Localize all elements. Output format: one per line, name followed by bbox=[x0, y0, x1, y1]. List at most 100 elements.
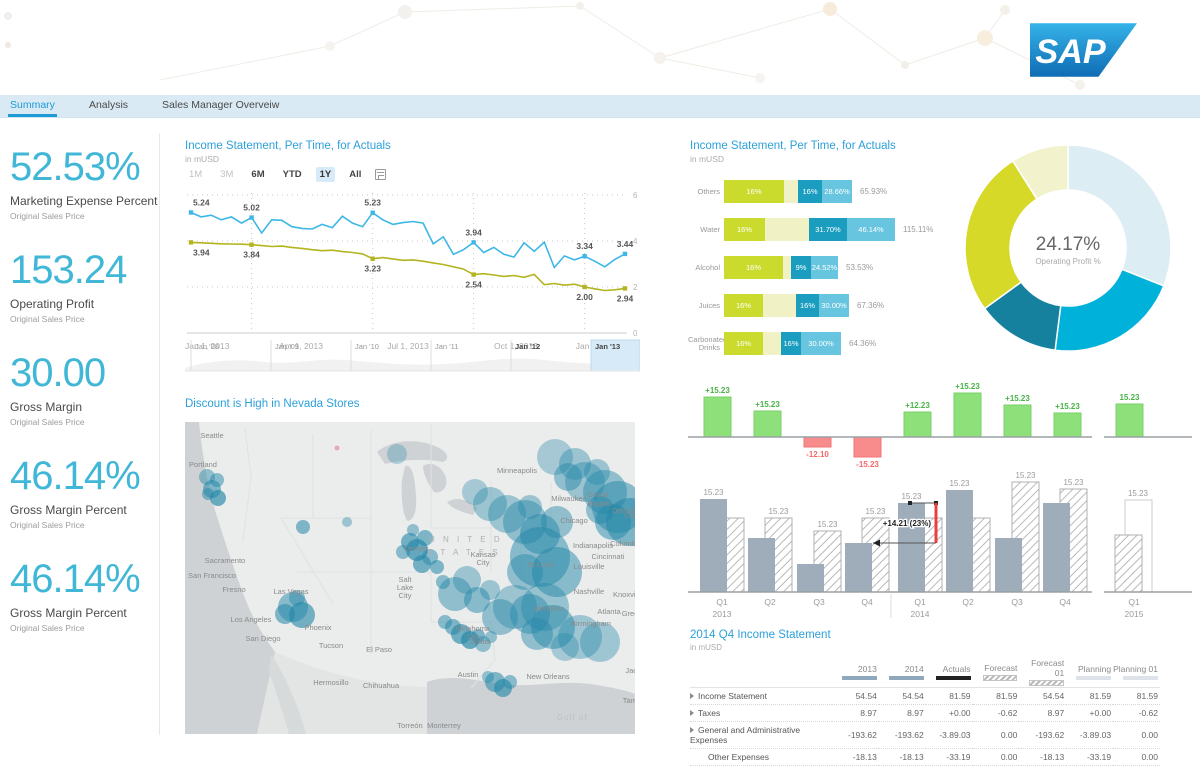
map-bubble[interactable] bbox=[453, 566, 481, 594]
map-bubble[interactable] bbox=[473, 487, 507, 521]
variance-bar[interactable] bbox=[853, 436, 882, 458]
data-point[interactable] bbox=[622, 286, 628, 291]
data-point[interactable] bbox=[249, 215, 254, 220]
table-row-general-and-administrative-expenses[interactable]: General and Administrative Expenses -193.… bbox=[690, 721, 1160, 749]
map-bubble[interactable] bbox=[482, 671, 494, 683]
range-button-6m[interactable]: 6M bbox=[251, 168, 265, 180]
donut-segment[interactable] bbox=[1054, 268, 1165, 352]
stacked-segment[interactable] bbox=[763, 294, 796, 317]
quarterly-bar-solid[interactable] bbox=[995, 538, 1022, 592]
donut-segment[interactable] bbox=[1011, 144, 1069, 201]
map-bubble[interactable] bbox=[586, 496, 614, 524]
quarterly-bar-solid[interactable] bbox=[898, 503, 925, 592]
stacked-segment[interactable]: 16% bbox=[724, 218, 765, 241]
map-bubble[interactable] bbox=[521, 618, 553, 650]
map-bubble[interactable] bbox=[532, 547, 582, 597]
range-button-1m[interactable]: 1M bbox=[189, 168, 203, 180]
map-bubble[interactable] bbox=[475, 636, 491, 652]
map-bubble[interactable] bbox=[387, 444, 407, 464]
data-point[interactable] bbox=[249, 242, 254, 247]
quarterly-bar-hatched[interactable] bbox=[1114, 534, 1143, 593]
stacked-segment[interactable] bbox=[765, 218, 809, 241]
map-outlier-dot[interactable] bbox=[334, 445, 340, 451]
table-column-planning-01[interactable]: Planning 01 bbox=[1113, 655, 1160, 688]
map-bubble[interactable] bbox=[531, 605, 575, 649]
table-column-2014[interactable]: 2014 bbox=[879, 655, 926, 688]
map-bubble[interactable] bbox=[518, 495, 542, 519]
variance-bar[interactable] bbox=[1053, 412, 1082, 438]
map-bubble[interactable] bbox=[462, 479, 488, 505]
donut-segment[interactable] bbox=[964, 159, 1038, 310]
data-point[interactable] bbox=[370, 256, 375, 261]
expand-triangle-icon[interactable] bbox=[690, 727, 694, 733]
table-column-forecast-01[interactable]: Forecast 01 bbox=[1019, 655, 1066, 688]
stacked-segment[interactable]: 16% bbox=[796, 294, 819, 317]
data-point[interactable] bbox=[188, 240, 194, 245]
map-bubble[interactable] bbox=[537, 439, 573, 475]
map-bubble[interactable] bbox=[417, 530, 433, 546]
map-bubble[interactable] bbox=[407, 524, 419, 536]
stacked-segment[interactable]: 16% bbox=[724, 294, 763, 317]
tab-analysis[interactable]: Analysis bbox=[88, 98, 129, 111]
donut-segment[interactable] bbox=[1067, 144, 1172, 287]
map-bubble[interactable] bbox=[485, 631, 497, 643]
map-bubble[interactable] bbox=[580, 622, 620, 662]
variance-bar[interactable] bbox=[1003, 404, 1032, 438]
quarterly-bar-solid[interactable] bbox=[700, 499, 727, 592]
map-bubble[interactable] bbox=[559, 448, 591, 480]
stacked-segment[interactable]: 16% bbox=[798, 180, 822, 203]
map-bubble[interactable] bbox=[595, 504, 631, 540]
timeline-selected-range[interactable] bbox=[590, 339, 640, 372]
range-button-ytd[interactable]: YTD bbox=[282, 168, 302, 180]
stacked-segment[interactable] bbox=[763, 332, 781, 355]
map-bubble[interactable] bbox=[436, 575, 450, 589]
map-bubble[interactable] bbox=[413, 555, 431, 573]
range-button-all[interactable]: All bbox=[349, 168, 362, 180]
map-bubble[interactable] bbox=[480, 580, 500, 600]
variance-bar[interactable] bbox=[803, 436, 832, 448]
table-column-forecast[interactable]: Forecast bbox=[973, 655, 1020, 688]
range-button-3m[interactable]: 3M bbox=[220, 168, 234, 180]
map-bubble[interactable] bbox=[438, 577, 472, 611]
data-point[interactable] bbox=[370, 210, 375, 215]
variance-bar[interactable] bbox=[703, 396, 732, 438]
stacked-segment[interactable]: 16% bbox=[781, 332, 801, 355]
quarterly-bar-solid[interactable] bbox=[797, 564, 824, 592]
stacked-segment[interactable] bbox=[783, 256, 791, 279]
variance-bar[interactable] bbox=[1115, 403, 1144, 438]
map-bubble[interactable] bbox=[289, 590, 305, 606]
tab-summary[interactable]: Summary bbox=[8, 95, 57, 117]
stacked-segment[interactable]: 46.14% bbox=[847, 218, 895, 241]
data-point[interactable] bbox=[622, 251, 628, 257]
stacked-segment[interactable]: 31.70% bbox=[809, 218, 847, 241]
map-bubble[interactable] bbox=[488, 495, 526, 533]
map-bubble[interactable] bbox=[554, 463, 582, 491]
table-row-income-statement[interactable]: Income Statement 54.54 54.54 81.59 81.59 54.5… bbox=[690, 687, 1160, 705]
map-bubble[interactable] bbox=[296, 520, 310, 534]
stacked-segment[interactable]: 16% bbox=[724, 256, 783, 279]
map-bubble[interactable] bbox=[275, 604, 295, 624]
table-column-actuals[interactable]: Actuals bbox=[926, 655, 973, 688]
map-bubble[interactable] bbox=[551, 633, 579, 661]
expand-triangle-icon[interactable] bbox=[690, 710, 694, 716]
map-bubble[interactable] bbox=[584, 459, 610, 485]
data-point[interactable] bbox=[582, 253, 587, 259]
map-bubble[interactable] bbox=[565, 462, 605, 502]
quarterly-bar-solid[interactable] bbox=[748, 538, 775, 592]
stacked-segment[interactable]: 16% bbox=[724, 332, 763, 355]
map-bubble[interactable] bbox=[493, 585, 537, 629]
map-bubble[interactable] bbox=[342, 517, 352, 527]
stacked-segment[interactable]: 9% bbox=[791, 256, 811, 279]
stacked-segment[interactable] bbox=[784, 180, 798, 203]
map-bubble[interactable] bbox=[438, 615, 452, 629]
variance-bar[interactable] bbox=[903, 411, 932, 438]
map-bubble[interactable] bbox=[396, 545, 410, 559]
variance-bar[interactable] bbox=[753, 410, 782, 438]
map-bubble[interactable] bbox=[558, 615, 602, 659]
expand-triangle-icon[interactable] bbox=[690, 693, 694, 699]
stacked-segment[interactable]: 28.66% bbox=[822, 180, 852, 203]
map-bubble[interactable] bbox=[507, 554, 543, 590]
table-column-2013[interactable]: 2013 bbox=[832, 655, 879, 688]
stacked-segment[interactable]: 24.52% bbox=[811, 256, 838, 279]
calendar-icon[interactable] bbox=[375, 168, 387, 180]
